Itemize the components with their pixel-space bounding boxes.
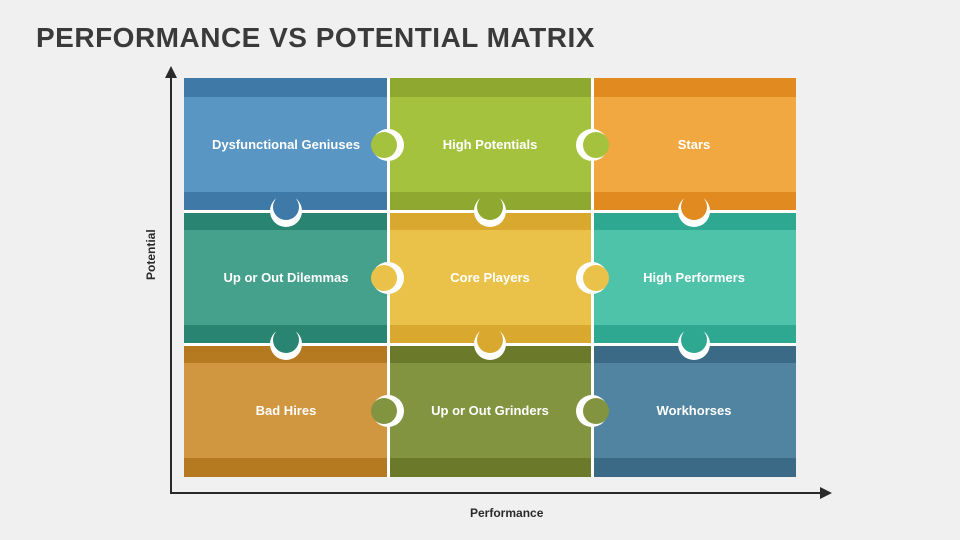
cell-label: Core Players [388,269,592,287]
x-axis [170,492,830,494]
puzzle-tab [681,327,707,353]
arrow-up-icon [165,66,177,78]
matrix-cell: Up or Out Grinders [388,344,592,477]
cell-label: Up or Out Grinders [388,402,592,420]
matrix-cell: Stars [592,78,796,211]
puzzle-tab [273,327,299,353]
puzzle-tab [477,327,503,353]
y-axis [170,68,172,494]
matrix-cell: Bad Hires [184,344,388,477]
cell-label: Workhorses [592,402,796,420]
matrix-cell: Core Players [388,211,592,344]
matrix-cell: High Potentials [388,78,592,211]
cell-stripe-top [388,78,592,97]
cell-label: High Potentials [388,136,592,154]
page-title: PERFORMANCE VS POTENTIAL MATRIX [36,22,595,54]
matrix-cell: Workhorses [592,344,796,477]
puzzle-tab [681,194,707,220]
y-axis-label: Potential [144,229,158,280]
cell-stripe-bottom [592,458,796,477]
matrix-cell: Dysfunctional Geniuses [184,78,388,211]
chart-area: Dysfunctional GeniusesHigh PotentialsSta… [170,68,830,494]
cell-stripe-bottom [388,458,592,477]
arrow-right-icon [820,487,832,499]
cell-stripe-top [592,78,796,97]
cell-stripe-top [184,78,388,97]
x-axis-label: Performance [470,506,543,520]
matrix-grid: Dysfunctional GeniusesHigh PotentialsSta… [184,78,796,478]
cell-stripe-bottom [184,458,388,477]
cell-label: High Performers [592,269,796,287]
puzzle-tab [477,194,503,220]
cell-label: Stars [592,136,796,154]
cell-label: Dysfunctional Geniuses [184,136,388,154]
cell-label: Up or Out Dilemmas [184,269,388,287]
matrix-cell: High Performers [592,211,796,344]
cell-label: Bad Hires [184,402,388,420]
matrix-cell: Up or Out Dilemmas [184,211,388,344]
puzzle-tab [273,194,299,220]
